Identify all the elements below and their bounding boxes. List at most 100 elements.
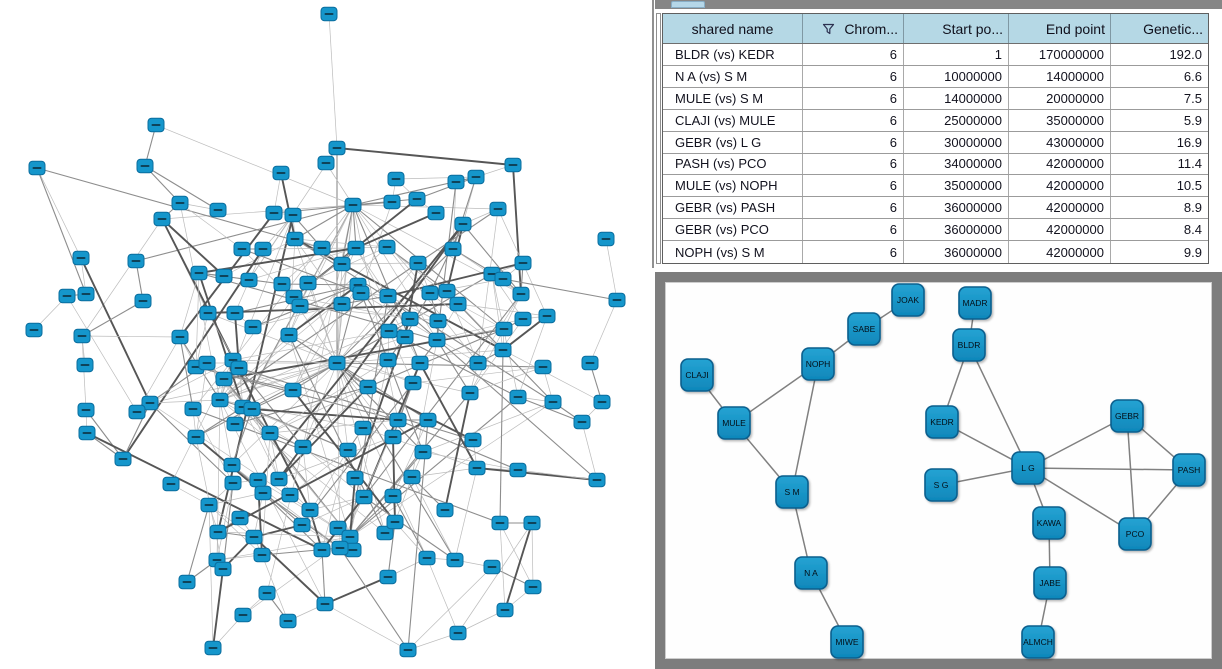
network-edge[interactable] [502,278,618,301]
network-node[interactable] [211,392,229,408]
network-node[interactable] [427,205,445,221]
network-edge[interactable] [179,202,243,250]
network-edge[interactable] [216,482,234,561]
network-node[interactable] [215,268,233,284]
network-edge[interactable] [457,522,533,634]
table-cell-genetic[interactable]: 11.4 [1177,156,1202,172]
network-edge[interactable] [223,328,505,380]
network-edge[interactable] [294,238,388,248]
network-edge[interactable] [288,284,359,336]
table-row[interactable]: GEBR (vs) PCO 6 36000000 42000000 8.4 [663,219,1208,242]
network-node[interactable] [494,271,512,287]
network-node[interactable] [380,323,398,339]
network-edge[interactable] [412,366,544,384]
network-node[interactable] [200,497,218,513]
network-edge[interactable] [232,330,390,361]
network-edge[interactable] [349,396,519,538]
network-node[interactable] [419,412,437,428]
network-edge[interactable] [363,496,456,561]
network-edge[interactable] [149,359,234,404]
network-node[interactable] [317,155,335,171]
network-node[interactable] [281,487,299,503]
network-edge[interactable] [195,272,200,368]
network-edge[interactable] [581,421,598,481]
network-edge[interactable] [36,167,87,295]
table-cell-chrom[interactable]: 6 [803,219,904,241]
network-node-MIWE[interactable]: MIWE [830,625,864,659]
table-cell-genetic[interactable]: 8.4 [1183,222,1202,238]
network-edge[interactable] [352,204,499,210]
network-node[interactable] [379,288,397,304]
network-edge[interactable] [266,446,304,594]
network-edge[interactable] [324,603,409,651]
table-row[interactable]: CLAJI (vs) MULE 6 25000000 35000000 5.9 [663,109,1208,132]
network-node[interactable] [127,253,145,269]
network-edge[interactable] [476,467,598,481]
network-edge[interactable] [294,238,343,305]
network-edge[interactable] [269,419,399,434]
table-cell-end[interactable]: 42000000 [1009,219,1111,241]
network-edge[interactable] [238,367,294,391]
network-node[interactable] [171,329,189,345]
overview-network-panel[interactable] [0,0,655,669]
network-edge[interactable] [429,223,464,294]
network-node[interactable] [128,404,146,420]
network-node[interactable] [467,169,485,185]
network-node[interactable] [284,382,302,398]
network-node[interactable] [245,529,263,545]
network-edge[interactable] [422,451,519,471]
network-node[interactable] [294,439,312,455]
network-edge[interactable] [281,283,359,286]
network-edge[interactable] [367,386,474,441]
network-edge[interactable] [416,176,477,200]
network-node[interactable] [171,195,189,211]
network-edge[interactable] [387,359,424,453]
network-edge[interactable] [477,208,499,364]
network-node[interactable] [187,429,205,445]
network-node[interactable] [399,642,417,658]
network-edge[interactable] [336,362,341,549]
network-node[interactable] [153,211,171,227]
network-edge[interactable] [429,292,504,351]
network-edge[interactable] [241,248,362,294]
network-edge[interactable] [444,392,471,511]
table-cell-genetic[interactable]: 192.0 [1169,47,1202,63]
network-node[interactable] [597,231,615,247]
network-edge[interactable] [155,124,354,206]
network-node[interactable] [240,272,258,288]
network-edge[interactable] [81,218,163,337]
table-row[interactable]: GEBR (vs) L G 6 30000000 43000000 16.9 [663,131,1208,154]
network-node[interactable] [190,265,208,281]
network-node[interactable] [496,602,514,618]
network-edge[interactable] [294,204,354,240]
network-edge[interactable] [253,492,264,538]
table-cell-genetic[interactable]: 16.9 [1176,134,1202,150]
table-cell-chrom[interactable]: 6 [803,65,904,87]
table-cell-name[interactable]: MULE (vs) NOPH [663,175,803,197]
network-edge[interactable] [457,303,548,317]
network-edge[interactable] [388,330,414,384]
network-node[interactable] [299,275,317,291]
table-cell-end[interactable]: 43000000 [1009,131,1111,153]
network-node[interactable] [411,355,429,371]
network-edge[interactable] [517,469,598,481]
network-edge[interactable] [392,436,396,523]
table-cell-genetic[interactable]: 6.6 [1183,68,1202,84]
network-edge[interactable] [336,263,343,364]
network-node-KAWA[interactable]: KAWA [1032,506,1066,540]
network-edge[interactable] [248,247,357,281]
table-cell-end[interactable]: 42000000 [1009,153,1111,175]
network-node[interactable] [333,256,351,272]
network-node[interactable] [72,250,90,266]
network-edge[interactable] [336,362,349,451]
network-edge[interactable] [262,247,357,250]
table-cell-chrom[interactable]: 6 [803,153,904,175]
network-node[interactable] [447,174,465,190]
network-node[interactable] [204,640,222,656]
network-edge[interactable] [411,476,456,561]
column-header-genetic[interactable]: Genetic... [1111,14,1208,44]
table-row[interactable]: MULE (vs) NOPH 6 35000000 42000000 10.5 [663,175,1208,198]
network-edge[interactable] [454,467,478,561]
network-edge[interactable] [234,386,369,425]
network-node[interactable] [344,197,362,213]
